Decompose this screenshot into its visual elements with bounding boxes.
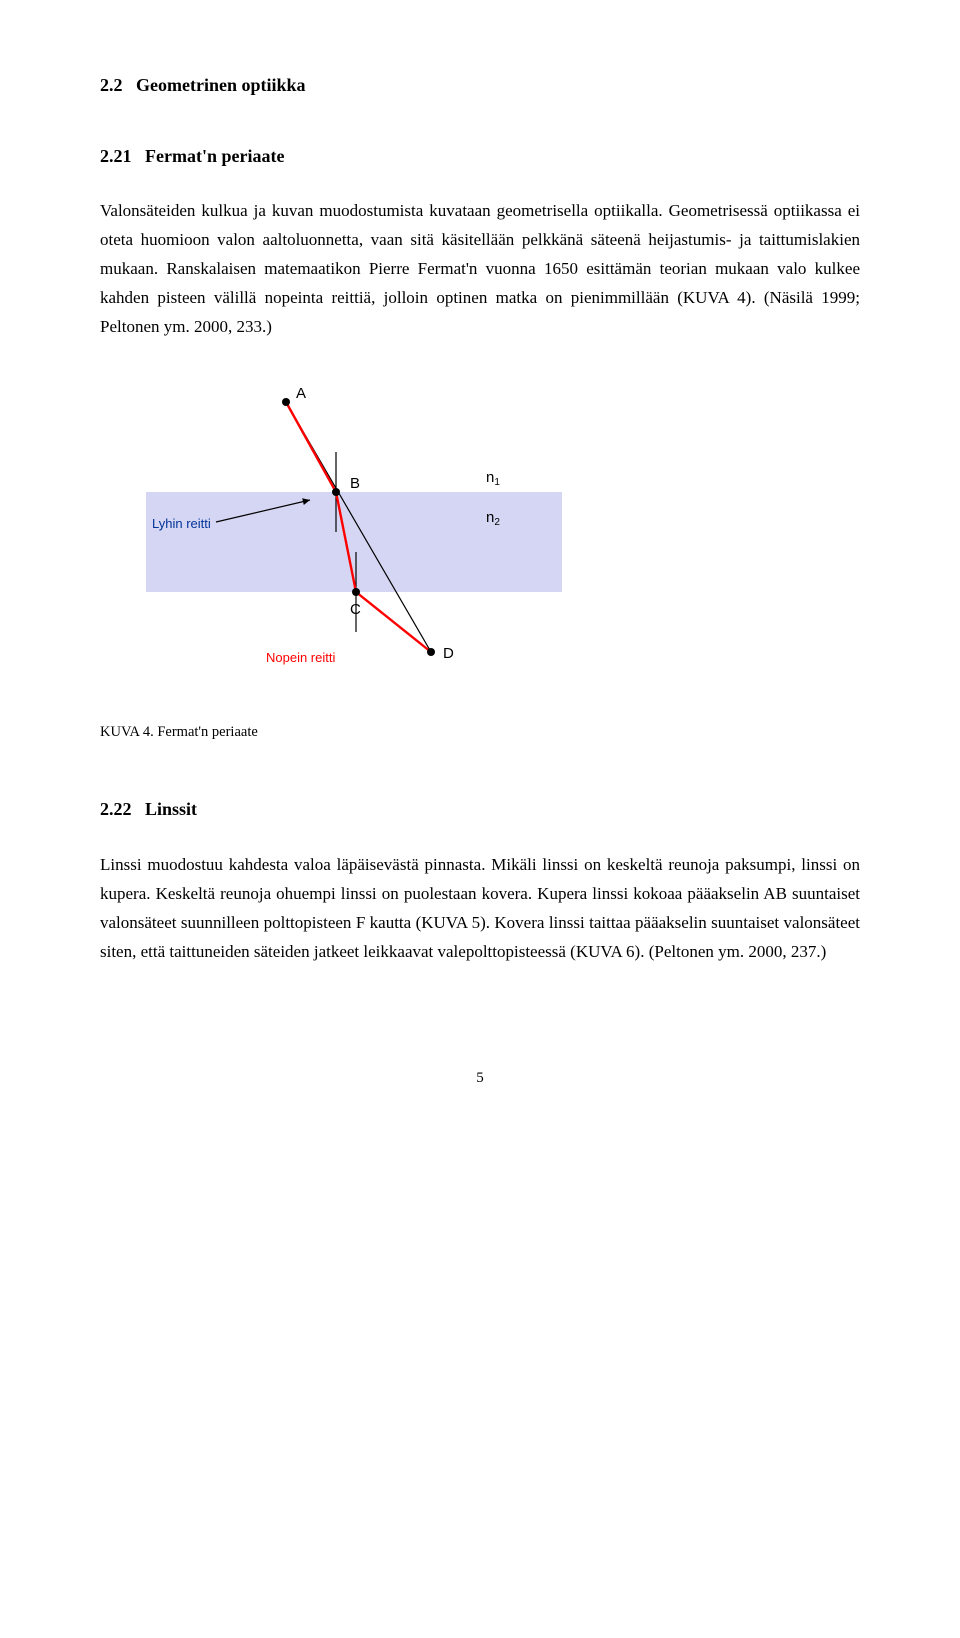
section-number: 2.2	[100, 75, 123, 95]
svg-text:D: D	[443, 645, 454, 662]
fermat-diagram: ABCDn1n2Lyhin reittiNopein reitti	[146, 382, 562, 692]
svg-text:Lyhin reitti: Lyhin reitti	[152, 516, 211, 531]
subsection-21-heading: 2.21 Fermat'n periaate	[100, 141, 860, 172]
paragraph-22: Linssi muodostuu kahdesta valoa läpäisev…	[100, 851, 860, 967]
subsection-21-title: Fermat'n periaate	[145, 146, 284, 166]
subsection-22-number: 2.22	[100, 799, 132, 819]
section-title: Geometrinen optiikka	[136, 75, 306, 95]
figure-4: ABCDn1n2Lyhin reittiNopein reitti	[146, 382, 860, 692]
paragraph-21: Valonsäteiden kulkua ja kuvan muodostumi…	[100, 197, 860, 341]
svg-text:A: A	[296, 385, 306, 402]
page-number: 5	[100, 1066, 860, 1092]
svg-text:n1: n1	[486, 469, 500, 488]
svg-text:B: B	[350, 475, 360, 492]
subsection-22-heading: 2.22 Linssit	[100, 794, 860, 825]
svg-text:Nopein reitti: Nopein reitti	[266, 650, 335, 665]
figure-4-caption: KUVA 4. Fermat'n periaate	[100, 720, 860, 745]
svg-text:C: C	[350, 601, 361, 618]
subsection-22-title: Linssit	[145, 799, 197, 819]
subsection-21-number: 2.21	[100, 146, 132, 166]
section-heading: 2.2 Geometrinen optiikka	[100, 70, 860, 101]
